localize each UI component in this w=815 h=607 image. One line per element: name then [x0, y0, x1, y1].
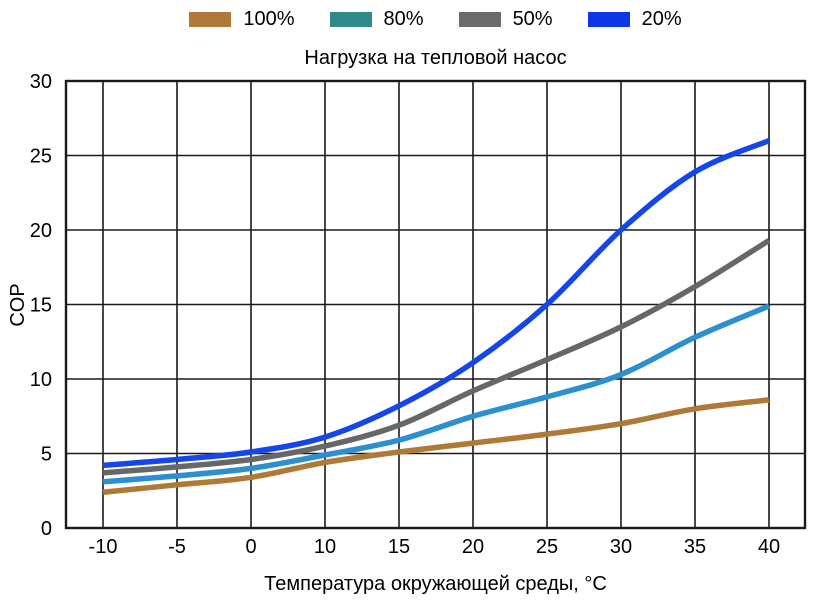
y-tick-label: 30	[30, 71, 52, 93]
legend-item-50: 50%	[458, 8, 553, 30]
x-tick-label: 0	[245, 536, 256, 558]
x-tick-label: -5	[168, 536, 186, 558]
legend-label: 50%	[512, 8, 553, 30]
plot-border	[64, 79, 807, 530]
chart-title: Нагрузка на тепловой насос	[304, 47, 567, 69]
x-tick-label: 15	[388, 536, 410, 558]
y-tick-label: 20	[30, 220, 52, 242]
legend-item-80: 80%	[329, 8, 424, 30]
y-tick-label: 10	[30, 369, 52, 391]
legend-swatch-80	[329, 11, 372, 27]
legend-swatch-50	[458, 11, 501, 27]
x-tick-label: 10	[314, 536, 336, 558]
series-lines	[102, 138, 771, 495]
series-line-100	[102, 397, 770, 495]
gridlines	[66, 80, 805, 529]
series-line-50	[102, 238, 771, 476]
legend-swatch-100	[189, 11, 232, 27]
y-tick-label: 0	[41, 518, 52, 540]
legend-label: 80%	[383, 8, 424, 30]
x-tick-label: 20	[462, 536, 484, 558]
legend-item-20: 20%	[587, 8, 682, 30]
y-tick-label: 25	[30, 146, 52, 168]
legend-swatch-20	[587, 11, 630, 27]
series-line-20	[102, 138, 771, 469]
y-axis-title: COP	[7, 283, 29, 326]
x-tick-label: 30	[610, 536, 632, 558]
legend-label: 100%	[243, 8, 295, 30]
x-axis-title: Температура окружающей среды, °C	[264, 573, 607, 595]
x-tick-label: 40	[758, 536, 780, 558]
legend-label: 20%	[641, 8, 682, 30]
x-tick-label: 25	[536, 536, 558, 558]
y-tick-label: 5	[41, 444, 52, 466]
tick-labels: -10 -5 0 10 15 20 25 30 35 40 0 5 10 15 20 25 30	[30, 71, 780, 558]
series-line-80	[102, 303, 771, 485]
legend: 100% 80% 50% 20%	[66, 9, 805, 29]
x-tick-label: -10	[89, 536, 118, 558]
x-tick-label: 35	[684, 536, 706, 558]
legend-item-100: 100%	[189, 8, 295, 30]
y-tick-label: 15	[30, 295, 52, 317]
